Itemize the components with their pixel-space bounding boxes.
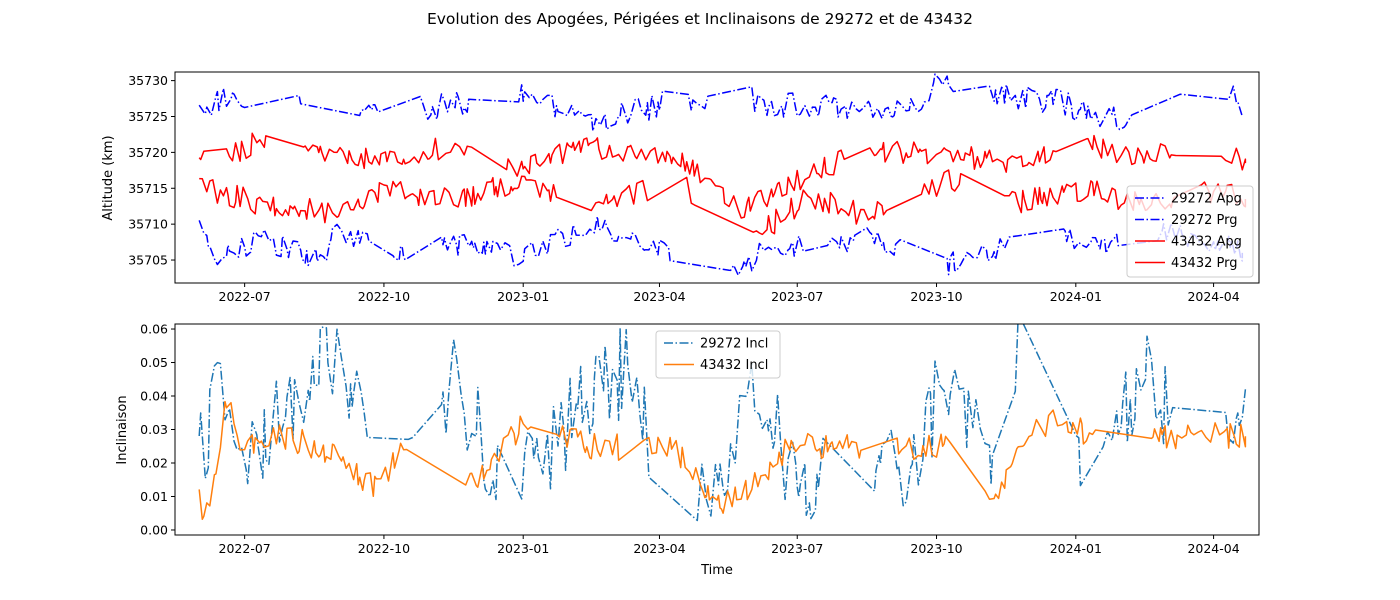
y-tick-label: 0.06 — [140, 322, 168, 337]
x-tick-label: 2022-07 — [219, 541, 271, 556]
y-tick-label: 0.02 — [140, 455, 168, 470]
x-tick-label: 2023-10 — [910, 541, 962, 556]
y-tick-label: 35725 — [128, 109, 168, 124]
y-tick-label: 35705 — [128, 253, 168, 268]
x-tick-label: 2024-01 — [1050, 541, 1102, 556]
bottom-x-axis-label: Time — [700, 563, 733, 578]
y-tick-label: 35710 — [128, 217, 168, 232]
y-tick-label: 0.05 — [140, 355, 168, 370]
x-tick-label: 2023-01 — [497, 541, 549, 556]
y-tick-label: 35720 — [128, 145, 168, 160]
figure-title: Evolution des Apogées, Périgées et Incli… — [427, 10, 973, 28]
legend-label: 29272 Incl — [700, 337, 768, 352]
bottom-axes: 0.000.010.020.030.040.050.06 2022-07 2022… — [115, 322, 1260, 578]
x-tick-label: 2023-10 — [910, 289, 962, 304]
x-tick-label: 2022-10 — [358, 289, 410, 304]
top-y-axis-label: Altitude (km) — [101, 135, 116, 220]
bottom-y-axis-label: Inclinaison — [115, 395, 130, 464]
top-legend: 29272 Apg 29272 Prg 43432 Apg 43432 Prg — [1126, 185, 1254, 278]
series-line — [198, 324, 1247, 522]
legend-label: 29272 Apg — [1171, 192, 1242, 207]
y-tick-label: 0.01 — [140, 489, 168, 504]
top-series-group — [198, 73, 1247, 276]
x-tick-label: 2023-04 — [633, 541, 685, 556]
legend-box — [1126, 185, 1254, 278]
series-line — [198, 132, 1247, 219]
top-axes-frame — [174, 71, 1260, 284]
x-tick-label: 2024-04 — [1187, 541, 1239, 556]
x-tick-label: 2024-04 — [1187, 289, 1239, 304]
x-tick-label: 2024-01 — [1050, 289, 1102, 304]
bottom-legend: 29272 Incl 43432 Incl — [655, 330, 781, 379]
series-line — [198, 400, 1247, 521]
bottom-series-group — [198, 324, 1247, 522]
top-y-ticks: 35705 35710 35715 35720 35725 35730 — [128, 73, 175, 268]
x-tick-label: 2023-07 — [771, 541, 823, 556]
y-tick-label: 35715 — [128, 181, 168, 196]
x-tick-label: 2023-04 — [633, 289, 685, 304]
x-tick-label: 2023-01 — [497, 289, 549, 304]
x-tick-label: 2023-07 — [771, 289, 823, 304]
y-tick-label: 0.03 — [140, 422, 168, 437]
y-tick-label: 35730 — [128, 73, 168, 88]
y-tick-label: 0.00 — [140, 522, 168, 537]
x-tick-label: 2022-07 — [219, 289, 271, 304]
x-tick-label: 2022-10 — [358, 541, 410, 556]
legend-label: 29272 Prg — [1171, 213, 1237, 228]
top-x-ticks: 2022-07 2022-10 2023-01 2023-04 2023-07 2023-… — [219, 283, 1240, 304]
legend-label: 43432 Incl — [700, 358, 768, 373]
legend-label: 43432 Prg — [1171, 256, 1237, 271]
legend-label: 43432 Apg — [1171, 235, 1242, 250]
series-line — [199, 169, 1247, 236]
y-tick-label: 0.04 — [140, 389, 168, 404]
bottom-x-ticks: 2022-07 2022-10 2023-01 2023-04 2023-07 2023-… — [219, 535, 1240, 556]
series-line — [198, 215, 1244, 276]
bottom-y-ticks: 0.00 0.01 0.02 0.03 0.04 0.05 0.06 — [140, 322, 175, 537]
series-line — [198, 73, 1244, 132]
